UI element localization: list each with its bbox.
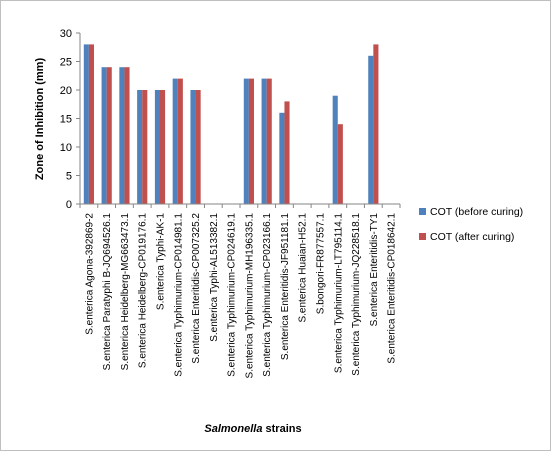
- bar-before-curing: [332, 95, 338, 204]
- bar-after-curing: [373, 44, 379, 205]
- legend-label: COT (before curing): [430, 206, 523, 218]
- category-label: S.enterica Heidelberg-MG663473.1: [120, 213, 131, 371]
- bar-after-curing: [284, 101, 290, 204]
- category-label: S.enterica Typhimurium-MH196335.1: [244, 213, 255, 379]
- bar-after-curing: [124, 67, 130, 204]
- category-label: S.enterica Huaian-H52.1: [298, 213, 309, 323]
- bar-before-curing: [137, 90, 143, 204]
- bar-after-curing: [266, 78, 272, 204]
- y-tick-label: 5: [66, 171, 72, 183]
- category-label: S.enterica Typhimurium-JQ228518.1: [351, 213, 362, 376]
- x-axis-title-rest: strains: [262, 423, 301, 435]
- bar-before-curing: [261, 78, 267, 204]
- category-label: S.enterica Heidelberg-CP019176.1: [138, 213, 149, 369]
- y-tick-label: 15: [60, 114, 72, 126]
- legend-label: COT (after curing): [430, 231, 514, 243]
- bar-before-curing: [190, 90, 196, 204]
- category-label: S.enterica Typhimurium-CP014981.1: [173, 213, 184, 377]
- bar-after-curing: [248, 78, 254, 204]
- bar-before-curing: [279, 112, 285, 204]
- y-tick-label: 25: [60, 57, 72, 69]
- y-tick-label: 0: [66, 199, 72, 211]
- bars: [83, 44, 379, 205]
- category-label: S.enterica Typhimurium-CP023166.1: [262, 213, 273, 377]
- category-label: S.enterica Enteritidis-CP018642.1: [387, 213, 398, 364]
- legend-swatch: [419, 233, 426, 240]
- y-axis-ticks: 0 5 10 15 20 25 30: [60, 28, 80, 211]
- bar-before-curing: [243, 78, 249, 204]
- bar-after-curing: [337, 124, 343, 204]
- category-label: S.enterica Typhi-AK-1: [156, 213, 167, 311]
- bar-before-curing: [172, 78, 178, 204]
- category-label: S.enterica Agona-392869-2: [84, 213, 95, 335]
- category-label: S.enterica Typhimurium-CP024619.1: [227, 213, 238, 377]
- category-label: S.enterica Typhimurium-LT795114.1: [333, 213, 344, 374]
- category-labels: S.enterica Agona-392869-2 S.enterica Para…: [84, 213, 397, 379]
- y-tick-label: 20: [60, 85, 72, 97]
- y-tick-label: 30: [60, 28, 72, 40]
- legend-swatch: [419, 208, 426, 215]
- x-axis-title-italic: Salmonella: [204, 423, 262, 435]
- category-label: S.bongori-FR877557.1: [316, 213, 327, 315]
- legend: COT (before curing) COT (after curing): [419, 206, 523, 243]
- bar-before-curing: [83, 44, 89, 205]
- bar-before-curing: [368, 55, 374, 204]
- y-tick-label: 10: [60, 142, 72, 154]
- category-label: S.enterica Paratyphi B-JQ694526.1: [102, 213, 113, 371]
- bar-after-curing: [106, 67, 112, 204]
- bar-after-curing: [195, 90, 201, 204]
- bar-before-curing: [101, 67, 107, 204]
- bar-before-curing: [154, 90, 160, 204]
- bar-after-curing: [142, 90, 148, 204]
- category-label: S.enterica Enteritidis-JF951181.1: [280, 213, 291, 361]
- category-label: S.enterica Enteritidis-TY1: [369, 213, 380, 327]
- x-axis-title: Salmonella strains: [204, 423, 301, 435]
- category-label: S.enterica Typhi-AL513382.1: [209, 213, 220, 342]
- bar-after-curing: [177, 78, 183, 204]
- bar-after-curing: [88, 44, 94, 205]
- x-axis-ticks: [79, 204, 401, 208]
- category-label: S.enterica Enteritidis-CP007325.2: [191, 213, 202, 364]
- bar-after-curing: [160, 90, 166, 204]
- y-axis-title: Zone of Inhibition (mm): [34, 58, 46, 181]
- bar-before-curing: [119, 67, 125, 204]
